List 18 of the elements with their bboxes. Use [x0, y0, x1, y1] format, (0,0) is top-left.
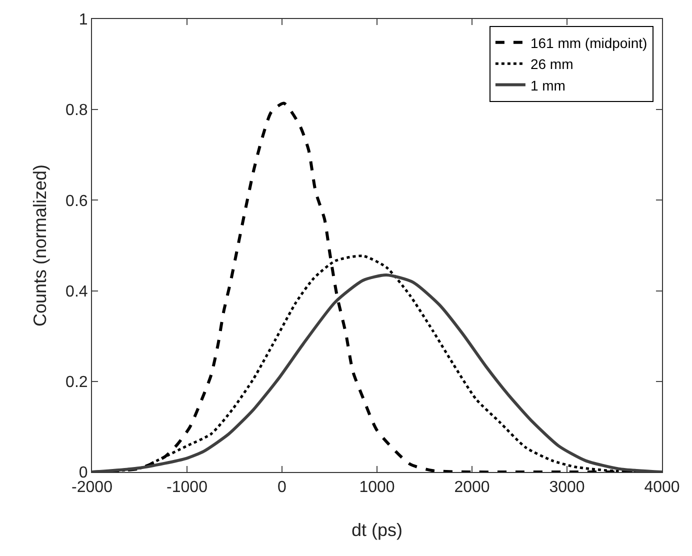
legend-label: 1 mm: [530, 77, 566, 94]
y-tick-label: 0.6: [66, 192, 88, 210]
y-axis-title: Counts (normalized): [30, 164, 50, 327]
x-tick-label: -2000: [72, 479, 113, 496]
y-tick-label: 0.2: [66, 374, 88, 391]
x-tick-label: 0: [278, 479, 287, 496]
x-tick-label: 1000: [359, 479, 395, 496]
x-tick-label: 4000: [644, 479, 680, 496]
x-tick-label: 3000: [549, 479, 585, 496]
x-tick-label: 2000: [454, 479, 490, 496]
y-tick-label: 0.8: [66, 102, 88, 120]
x-axis-title: dt (ps): [351, 520, 403, 540]
y-tick-label: 1: [78, 12, 88, 29]
x-tick-label: -1000: [166, 479, 208, 496]
y-tick-label: 0: [78, 464, 88, 482]
legend-label: 26 mm: [530, 56, 574, 72]
legend-label: 161 mm (midpoint): [530, 34, 648, 51]
y-tick-label: 0.4: [66, 283, 88, 300]
